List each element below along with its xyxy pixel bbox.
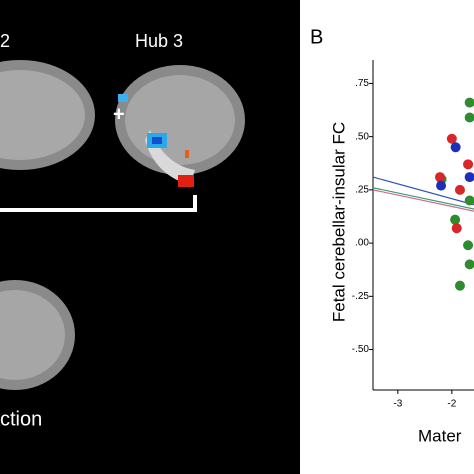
data-point (434, 172, 445, 183)
data-point (450, 214, 461, 225)
data-point (464, 172, 474, 183)
fit-line (372, 187, 474, 210)
y-tick-label: .50 (355, 131, 369, 142)
data-point (436, 180, 447, 191)
plus-sign: + (113, 103, 125, 125)
x-tick-label: -3 (393, 399, 402, 410)
hub-label: Hub 3 (135, 31, 183, 51)
y-tick-label: -.50 (352, 344, 370, 355)
data-point (464, 259, 474, 270)
panel-label: B (310, 26, 323, 48)
data-point (464, 97, 474, 108)
fit-line (372, 189, 474, 212)
y-tick-label: .75 (355, 78, 369, 89)
data-point (463, 240, 474, 251)
y-axis-label: Fetal cerebellar-insular FC (329, 122, 348, 322)
section-label: ction (0, 408, 42, 430)
panel-b-background (300, 0, 474, 474)
y-tick-label: .00 (355, 238, 369, 249)
data-point (450, 142, 461, 153)
data-point (454, 184, 465, 195)
data-point (464, 112, 474, 123)
y-tick-label: .25 (355, 185, 369, 196)
fit-line (372, 176, 474, 206)
brain-images (0, 60, 245, 390)
data-point (464, 195, 474, 206)
data-point (454, 280, 465, 291)
y-tick-label: -.25 (352, 291, 370, 302)
data-point (446, 133, 457, 144)
hub-label: 2 (0, 31, 10, 51)
x-axis-label: Mater (418, 426, 462, 445)
data-point (451, 223, 462, 234)
x-tick-label: -2 (447, 399, 456, 410)
data-point (463, 159, 474, 170)
